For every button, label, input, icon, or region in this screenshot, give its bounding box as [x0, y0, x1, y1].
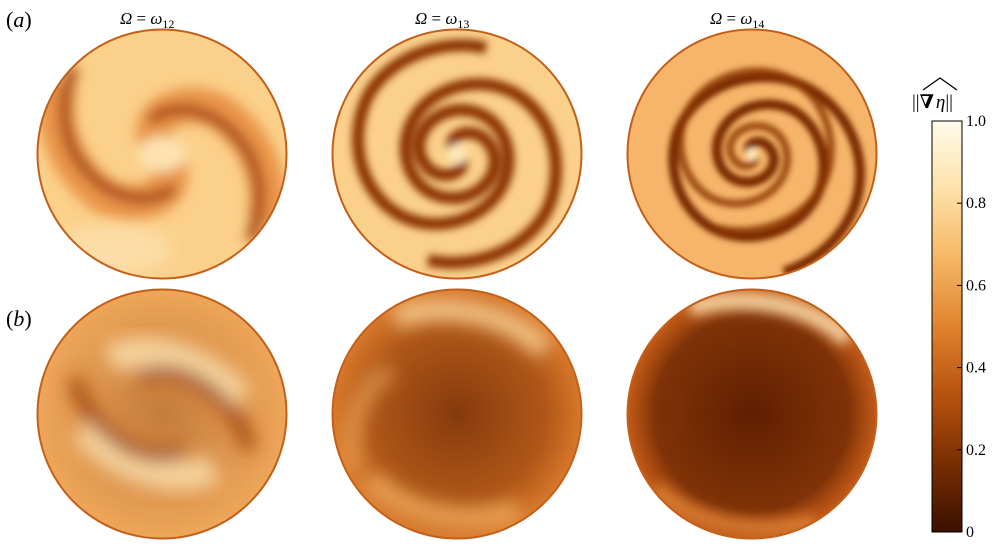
colorbar-tick-label-3: 0.4 [966, 360, 986, 377]
disc-b-omega-13 [331, 288, 583, 540]
panel-label-a: (a) [6, 7, 32, 32]
colorbar-title: ||∇ η|| [912, 92, 953, 113]
colorbar: ||∇ η|| 1.0 0.8 0.6 0.4 0.2 0 [912, 77, 986, 541]
colorbar-tick-label-0: 1.0 [966, 113, 986, 130]
disc-a-omega-13 [331, 28, 583, 280]
column-title-omega-13: Ω = ω13 [415, 9, 469, 31]
colorbar-ticks: 1.0 0.8 0.6 0.4 0.2 0 [957, 113, 986, 541]
column-title-omega-12: Ω = ω12 [120, 9, 174, 31]
column-title-omega-14: Ω = ω14 [710, 9, 764, 31]
colorbar-tick-label-1: 0.8 [966, 195, 986, 212]
disc-b-omega-12 [36, 288, 288, 540]
colorbar-tick-label-4: 0.2 [966, 442, 986, 459]
colorbar-tick-label-5: 0 [966, 524, 974, 541]
disc-b-omega-14 [626, 288, 878, 540]
colorbar-tick-label-2: 0.6 [966, 277, 986, 294]
colorbar-title-hat [922, 77, 958, 91]
disc-a-omega-14 [626, 28, 878, 280]
panel-label-b: (b) [6, 306, 32, 331]
disc-a-omega-12 [36, 28, 288, 280]
colorbar-gradient [931, 120, 963, 533]
